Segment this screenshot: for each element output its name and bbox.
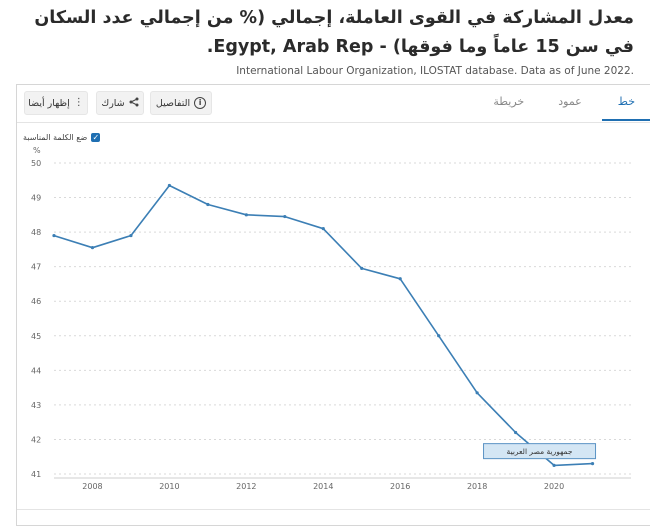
data-point [398,277,402,281]
y-tick-label: 48 [31,228,41,237]
series-label: جمهورية مصر العربية [507,447,573,456]
data-point [244,213,248,217]
data-point [437,334,441,338]
label-toggle-text: ضع الكلمة المناسبة [23,133,88,142]
line-chart: 41 42 43 44 45 46 47 48 49 50% 2008 2010 2012 2014 201… [31,146,631,491]
y-axis-label: % [33,146,41,155]
share-button[interactable]: شارك [96,91,144,115]
data-point [206,202,210,207]
data-point [475,391,479,395]
data-point [514,430,518,435]
details-button[interactable]: التفاصيل i [150,91,212,115]
chart-card: خط عمود خريطة التفاصيل i شارك إظهار أيضا… [16,84,650,526]
data-point [90,246,95,250]
data-point [167,183,171,188]
y-tick-label: 41 [31,470,41,479]
x-tick-label: 2014 [313,482,333,491]
footer-divider [17,509,650,510]
x-tick-label: 2018 [467,482,487,491]
data-point [283,214,287,219]
y-tick-label: 44 [31,366,41,375]
x-tick-label: 2020 [544,482,564,491]
vertical-dots-icon: ⋮ [73,97,84,108]
label-toggle[interactable]: ضع الكلمة المناسبة ✓ [23,133,101,142]
series-label-box [483,443,597,460]
x-tick-label: 2010 [159,482,179,491]
data-point [52,233,56,238]
chart-type-tabs: خط عمود خريطة [473,85,650,121]
data-point [129,233,133,238]
y-tick-label: 42 [31,435,41,444]
y-tick-label: 43 [31,401,41,410]
x-tick-label: 2016 [390,482,410,491]
y-tick-label: 50 [31,159,41,168]
details-label: التفاصيل [155,97,191,109]
info-icon: i [194,97,207,109]
toolbar-divider [17,122,650,123]
tab-line[interactable]: خط [601,85,650,121]
checkbox-checked-icon[interactable]: ✓ [91,133,101,142]
share-label: شارك [101,97,125,109]
data-point [552,463,556,467]
source-note: International Labour Organization, ILOST… [236,65,634,77]
tab-bar[interactable]: عمود [558,95,582,108]
show-also-button[interactable]: إظهار أيضا ⋮ [24,91,88,115]
x-tick-label: 2012 [236,482,256,491]
show-also-label: إظهار أيضا [28,97,70,109]
chart-title: معدل المشاركة في القوى العاملة، إجمالي (… [34,8,634,57]
y-tick-label: 46 [31,297,41,306]
tab-map[interactable]: خريطة [493,95,525,108]
x-tick-label: 2008 [82,482,102,491]
y-tick-label: 49 [31,194,41,203]
y-tick-label: 47 [31,263,41,272]
data-point [590,462,595,466]
data-point [360,266,364,270]
data-point [321,227,325,231]
share-icon [129,97,139,110]
y-tick-label: 45 [31,332,41,341]
